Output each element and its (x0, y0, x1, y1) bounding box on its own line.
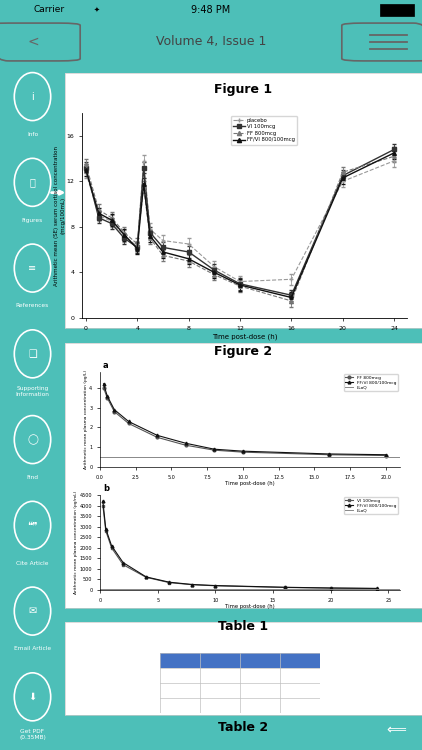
FF/VI 800/100mcg (154, 430, 160, 439)
Text: ✉: ✉ (28, 606, 37, 616)
FF 800mcg (112, 407, 117, 416)
Text: Volume 4, Issue 1: Volume 4, Issue 1 (156, 35, 266, 49)
FF 800mcg (101, 383, 106, 392)
Text: 9:48 PM: 9:48 PM (191, 5, 231, 15)
Text: Figures: Figures (22, 217, 43, 223)
Text: References: References (16, 303, 49, 308)
LLoQ (97, 452, 103, 461)
FF/VI 800/100mcg (282, 583, 287, 592)
Y-axis label: Arithmetic mean plasma concentration (pg/L): Arithmetic mean plasma concentration (pg… (84, 370, 88, 469)
Text: ❑: ❑ (28, 349, 37, 358)
FF/VI 800/100mcg (112, 405, 117, 414)
FF/VI 800/100mcg (374, 584, 379, 593)
FF/VI 800/100mcg (109, 542, 114, 550)
FF/VI 800/100mcg (121, 558, 126, 567)
Bar (160, 653, 320, 668)
Text: ⟸: ⟸ (386, 723, 406, 737)
Line: FF/VI 800/100mcg: FF/VI 800/100mcg (102, 382, 387, 456)
Text: ❝❞: ❝❞ (27, 520, 38, 530)
Text: i: i (31, 92, 34, 101)
FF 800mcg (183, 441, 188, 450)
VI 100mcg (167, 578, 172, 587)
FF/VI 800/100mcg (213, 581, 218, 590)
Text: Supporting
Information: Supporting Information (16, 386, 49, 397)
FF/VI 800/100mcg (183, 439, 188, 448)
VI 100mcg (374, 584, 379, 593)
Text: Carrier: Carrier (34, 5, 65, 14)
FF/VI 800/100mcg (100, 496, 106, 506)
Text: Table 1: Table 1 (219, 620, 268, 634)
FF/VI 800/100mcg (103, 524, 108, 533)
Text: Figure 2: Figure 2 (214, 346, 273, 358)
Line: VI 100mcg: VI 100mcg (102, 504, 378, 590)
Text: ◯: ◯ (27, 434, 38, 445)
LLoQ (112, 452, 117, 461)
X-axis label: Time post-dose (h): Time post-dose (h) (225, 604, 275, 609)
Text: Get PDF
(0.35MB): Get PDF (0.35MB) (19, 729, 46, 740)
FF 800mcg (240, 448, 245, 457)
X-axis label: Time post-dose (h): Time post-dose (h) (212, 334, 277, 340)
FF 800mcg (383, 451, 388, 460)
FF 800mcg (105, 393, 110, 402)
FF/VI 800/100mcg (143, 572, 149, 581)
VI 100mcg (109, 543, 114, 552)
Text: ⬇: ⬇ (28, 692, 37, 702)
VI 100mcg (190, 580, 195, 590)
FF/VI 800/100mcg (190, 580, 195, 589)
LLoQ (97, 584, 103, 593)
FF 800mcg (126, 419, 131, 428)
VI 100mcg (143, 573, 149, 582)
FF/VI 800/100mcg (167, 578, 172, 586)
Line: FF 800mcg: FF 800mcg (102, 386, 387, 457)
FF 800mcg (154, 433, 160, 442)
Text: ✦: ✦ (94, 7, 100, 13)
Text: Info: Info (27, 132, 38, 136)
VI 100mcg (100, 501, 106, 510)
FF/VI 800/100mcg (328, 584, 333, 592)
Text: ≡: ≡ (28, 263, 37, 273)
Text: <: < (28, 35, 40, 49)
X-axis label: Time post-dose (h): Time post-dose (h) (225, 481, 275, 486)
FF/VI 800/100mcg (101, 380, 106, 388)
VI 100mcg (103, 526, 108, 536)
VI 100mcg (121, 560, 126, 569)
Y-axis label: Arithmetic mean plasma concentration (pg/mL): Arithmetic mean plasma concentration (pg… (74, 490, 78, 594)
Text: Table 2: Table 2 (219, 721, 268, 734)
VI 100mcg (328, 584, 333, 592)
FF 800mcg (212, 446, 217, 454)
Bar (380, 4, 414, 16)
Text: Figure 1: Figure 1 (214, 82, 273, 95)
FF 800mcg (326, 450, 331, 459)
Legend: FF 800mcg, FF/VI 800/100mcg, LLoQ: FF 800mcg, FF/VI 800/100mcg, LLoQ (344, 374, 398, 391)
VI 100mcg (213, 581, 218, 590)
FF/VI 800/100mcg (105, 392, 110, 400)
Legend: placebo, VI 100mcg, FF 800mcg, FF/VI 800/100mcg: placebo, VI 100mcg, FF 800mcg, FF/VI 800… (231, 116, 297, 145)
FF/VI 800/100mcg (240, 447, 245, 456)
FF/VI 800/100mcg (383, 450, 388, 459)
Text: Email Article: Email Article (14, 646, 51, 651)
FF/VI 800/100mcg (126, 417, 131, 426)
Line: FF/VI 800/100mcg: FF/VI 800/100mcg (102, 500, 378, 590)
Text: Cite Article: Cite Article (16, 560, 49, 566)
Text: ⤴: ⤴ (30, 177, 35, 188)
LLoQ (109, 584, 114, 593)
VI 100mcg (282, 583, 287, 592)
FF/VI 800/100mcg (326, 449, 331, 458)
Text: Find: Find (27, 475, 38, 480)
Y-axis label: Arithmetic mean (SE) serum cortisol concentration
(mcg/100mL): Arithmetic mean (SE) serum cortisol conc… (54, 146, 65, 286)
Text: b: b (103, 484, 109, 493)
Legend: VI 100mcg, FF/VI 800/100mcg, LLoQ: VI 100mcg, FF/VI 800/100mcg, LLoQ (344, 497, 398, 514)
FF/VI 800/100mcg (212, 445, 217, 454)
Text: a: a (103, 361, 108, 370)
